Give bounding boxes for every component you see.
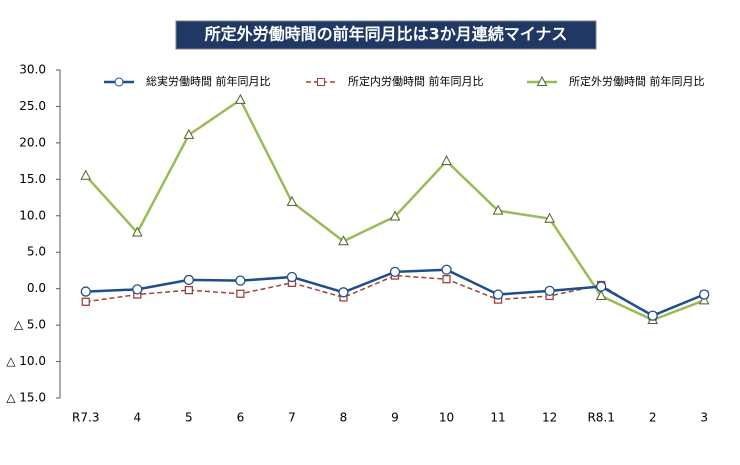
marker — [596, 281, 607, 292]
marker — [647, 310, 658, 321]
x-tick-label: 4 — [133, 411, 141, 425]
x-tick-label: 9 — [391, 411, 399, 425]
marker — [80, 286, 91, 297]
y-tick-label: △ 15.0 — [6, 391, 46, 405]
title-box — [175, 20, 597, 50]
legend-label: 所定外労働時間 前年同月比 — [569, 74, 705, 88]
marker — [442, 275, 451, 284]
legend-label: 総実労働時間 前年同月比 — [146, 74, 271, 88]
y-tick-label: 5.0 — [27, 245, 46, 259]
marker — [183, 128, 195, 139]
y-tick-label: 15.0 — [19, 172, 46, 186]
marker — [389, 266, 401, 278]
x-tick-label: 12 — [542, 411, 557, 425]
marker — [131, 226, 143, 237]
x-tick-label: 10 — [439, 411, 454, 425]
marker — [184, 285, 193, 295]
marker — [236, 289, 245, 298]
x-tick-label: 6 — [237, 411, 245, 425]
marker — [699, 289, 710, 300]
marker — [183, 274, 194, 286]
marker — [80, 169, 92, 180]
y-tick-label: △ 5.0 — [14, 318, 46, 332]
marker — [338, 235, 349, 246]
x-tick-label: 5 — [185, 411, 193, 425]
marker — [544, 212, 555, 223]
marker — [286, 195, 298, 206]
marker — [81, 297, 90, 306]
marker — [492, 289, 504, 300]
y-tick-label: 20.0 — [19, 135, 46, 149]
legend-marker — [114, 77, 124, 87]
x-tick-label: R7.3 — [72, 411, 99, 425]
marker — [595, 289, 607, 300]
chart-title: 所定外労働時間の前年同月比は3か月連続マイナス — [205, 25, 568, 44]
y-tick-label: 0.0 — [27, 281, 46, 295]
marker — [338, 287, 349, 298]
marker — [132, 284, 143, 295]
marker — [544, 285, 555, 297]
legend-marker — [317, 78, 325, 86]
legend-label: 所定内労働時間 前年同月比 — [348, 74, 484, 88]
series-line — [84, 98, 705, 322]
x-tick-label: 2 — [649, 411, 657, 425]
y-tick-label: △ 10.0 — [6, 354, 46, 368]
marker — [441, 155, 452, 166]
marker — [441, 264, 452, 275]
marker — [286, 271, 298, 283]
x-tick-label: 3 — [700, 411, 708, 425]
x-tick-label: 7 — [288, 411, 296, 425]
x-tick-label: 11 — [490, 411, 505, 425]
x-tick-label: 8 — [340, 411, 348, 425]
x-tick-label: R8.1 — [587, 411, 614, 425]
legend-marker — [536, 75, 548, 86]
y-tick-label: 30.0 — [19, 63, 46, 77]
y-tick-label: 10.0 — [19, 208, 46, 222]
marker — [235, 275, 246, 286]
marker — [389, 210, 401, 221]
marker — [492, 204, 504, 215]
marker — [235, 93, 246, 104]
y-tick-label: 25.0 — [19, 99, 46, 113]
